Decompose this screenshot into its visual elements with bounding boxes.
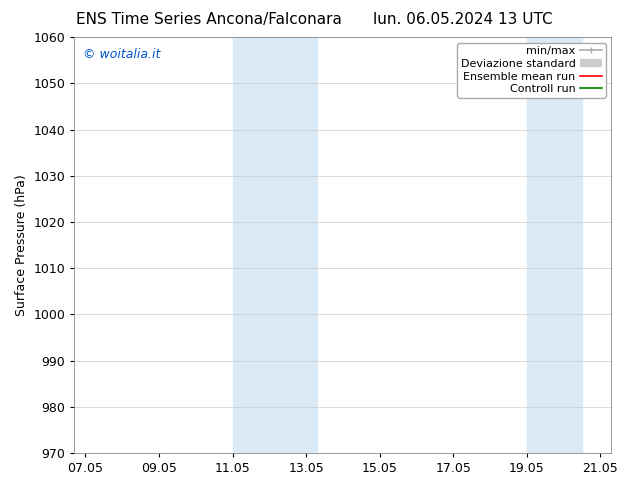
Y-axis label: Surface Pressure (hPa): Surface Pressure (hPa) [15, 174, 28, 316]
Text: ENS Time Series Ancona/Falconara: ENS Time Series Ancona/Falconara [76, 12, 342, 27]
Bar [527, 37, 582, 453]
Text: © woitalia.it: © woitalia.it [82, 48, 160, 61]
Bar [233, 37, 317, 453]
Legend: min/max, Deviazione standard, Ensemble mean run, Controll run: min/max, Deviazione standard, Ensemble m… [458, 43, 605, 98]
Text: lun. 06.05.2024 13 UTC: lun. 06.05.2024 13 UTC [373, 12, 553, 27]
